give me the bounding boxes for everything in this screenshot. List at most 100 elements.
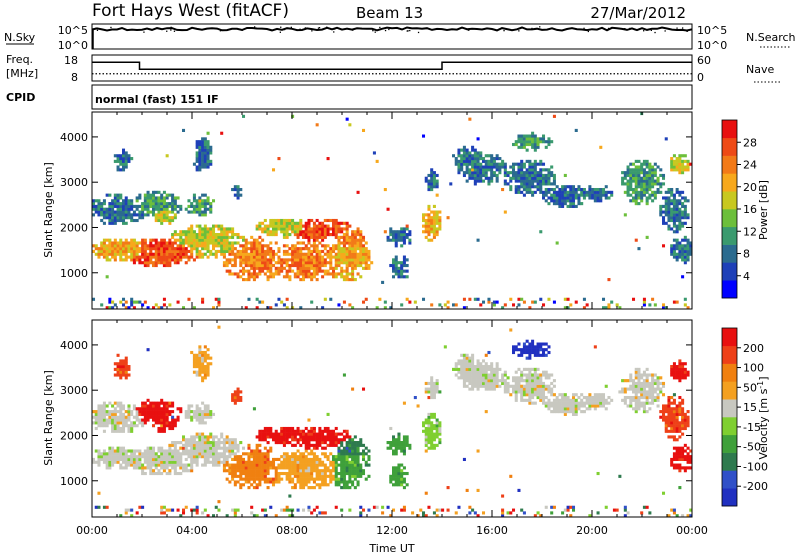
heatmap-cell <box>196 157 199 160</box>
heatmap-cell <box>201 137 204 140</box>
heatmap-cell <box>665 196 668 199</box>
heatmap-cell <box>678 154 681 157</box>
heatmap-cell <box>223 241 226 244</box>
heatmap-cell <box>111 404 114 407</box>
heatmap-cell <box>433 225 436 228</box>
heatmap-cell <box>166 458 169 461</box>
heatmap-cell <box>133 258 136 261</box>
heatmap-cell <box>234 233 237 236</box>
heatmap-cell <box>324 447 327 450</box>
heatmap-cell <box>651 165 654 168</box>
heatmap-cell <box>545 182 548 185</box>
heatmap-cell <box>403 239 406 242</box>
heatmap-cell <box>436 382 439 385</box>
heatmap-cell <box>340 458 343 461</box>
heatmap-cell <box>343 461 346 464</box>
heatmap-cell <box>103 449 106 452</box>
heatmap-cell <box>147 447 150 450</box>
heatmap-cell <box>160 509 163 512</box>
heatmap-cell <box>318 222 321 225</box>
heatmap-cell <box>267 478 270 481</box>
heatmap-cell <box>141 241 144 244</box>
heatmap-cell <box>256 241 259 244</box>
heatmap-cell <box>307 438 310 441</box>
heatmap-cell <box>512 348 515 351</box>
heatmap-cell <box>250 478 253 481</box>
heatmap-cell <box>438 222 441 225</box>
heatmap-cell <box>387 447 390 450</box>
heatmap-cell <box>474 382 477 385</box>
heatmap-cell <box>427 388 430 391</box>
heatmap-cell <box>212 225 215 228</box>
heatmap-cell <box>283 267 286 270</box>
heatmap-cell <box>477 365 480 368</box>
heatmap-cell <box>286 233 289 236</box>
heatmap-cell <box>307 466 310 469</box>
heatmap-cell <box>144 256 147 259</box>
heatmap-cell <box>354 247 357 250</box>
heatmap-cell <box>288 247 291 250</box>
heatmap-cell <box>517 146 520 149</box>
heatmap-cell <box>297 480 300 483</box>
heatmap-cell <box>335 261 338 264</box>
station-title: Fort Hays West (fitACF) <box>92 1 289 21</box>
heatmap-cell <box>389 447 392 450</box>
heatmap-cell <box>122 404 125 407</box>
heatmap-cell <box>119 410 122 413</box>
heatmap-cell <box>294 261 297 264</box>
heatmap-cell <box>217 444 220 447</box>
heatmap-cell <box>646 160 649 163</box>
heatmap-cell <box>528 399 531 402</box>
heatmap-cell <box>237 399 240 402</box>
heatmap-cell <box>283 219 286 222</box>
heatmap-cell <box>348 239 351 242</box>
heatmap-cell <box>542 182 545 185</box>
heatmap-cell <box>198 359 201 362</box>
heatmap-cell <box>198 154 201 157</box>
heatmap-cell <box>637 168 640 171</box>
heatmap-cell <box>198 351 201 354</box>
heatmap-cell <box>466 365 469 368</box>
heatmap-cell <box>621 177 624 180</box>
heatmap-cell <box>234 396 237 399</box>
heatmap-cell <box>272 168 275 171</box>
heatmap-cell <box>348 449 351 452</box>
heatmap-cell <box>269 466 272 469</box>
heatmap-cell <box>321 258 324 261</box>
heatmap-cell <box>253 253 256 256</box>
heatmap-cell <box>523 194 526 197</box>
heatmap-cell <box>537 140 540 143</box>
heatmap-cell <box>97 213 100 216</box>
heatmap-cell <box>498 368 501 371</box>
heatmap-cell <box>119 427 122 430</box>
heatmap-cell <box>179 407 182 410</box>
heatmap-cell <box>201 435 204 438</box>
heatmap-cell <box>305 461 308 464</box>
heatmap-cell <box>425 427 428 430</box>
heatmap-cell <box>547 177 550 180</box>
heatmap-cell <box>130 258 133 261</box>
heatmap-cell <box>337 458 340 461</box>
heatmap-cell <box>564 174 567 177</box>
heatmap-cell <box>250 261 253 264</box>
heatmap-cell <box>291 247 294 250</box>
heatmap-cell <box>267 458 270 461</box>
heatmap-cell <box>321 250 324 253</box>
heatmap-cell <box>318 236 321 239</box>
heatmap-cell <box>395 230 398 233</box>
heatmap-cell <box>676 258 679 261</box>
heatmap-cell <box>305 272 308 275</box>
heatmap-cell <box>242 270 245 273</box>
heatmap-cell <box>433 171 436 174</box>
heatmap-cell <box>106 413 109 416</box>
heatmap-cell <box>348 472 351 475</box>
heatmap-cell <box>95 427 98 430</box>
heatmap-cell <box>136 247 139 250</box>
heatmap-cell <box>245 478 248 481</box>
heatmap-cell <box>280 230 283 233</box>
heatmap-cell <box>275 466 278 469</box>
heatmap-cell <box>198 208 201 211</box>
heatmap-cell <box>466 373 469 376</box>
heatmap-cell <box>267 250 270 253</box>
heatmap-cell <box>477 388 480 391</box>
